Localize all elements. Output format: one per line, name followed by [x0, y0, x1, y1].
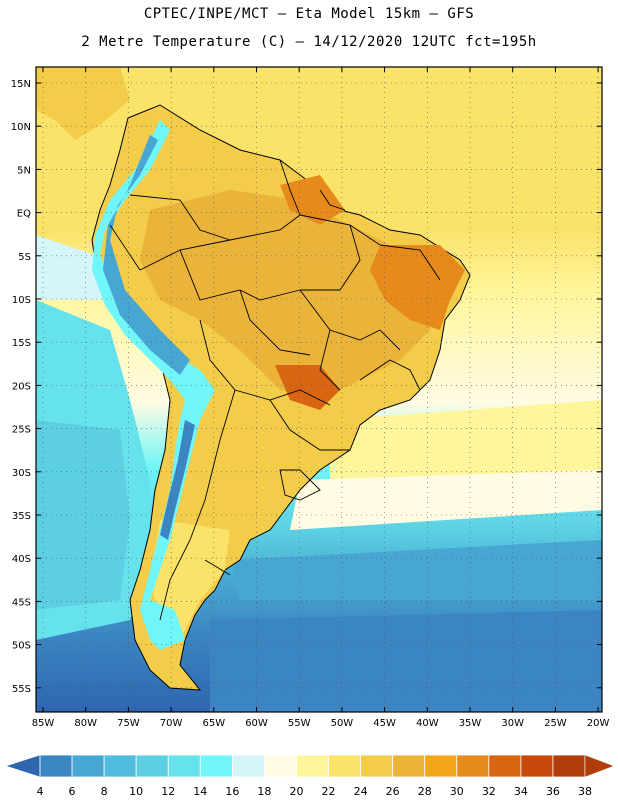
lon-label: 60W: [245, 718, 268, 729]
colorbar-swatch: [296, 754, 329, 778]
colorbar-label: 28: [418, 785, 432, 798]
colorbar-swatch: [360, 754, 394, 778]
colorbar-label: 32: [482, 785, 496, 798]
central-hot-region: [275, 365, 340, 410]
colorbar-low-arrow: [5, 754, 41, 778]
colorbar-label: 6: [69, 785, 76, 798]
lat-label: 35S: [12, 511, 31, 522]
lon-label: 80W: [74, 718, 97, 729]
atlantic-cold-band: [210, 610, 602, 712]
lon-label: 65W: [202, 718, 225, 729]
lat-label: 10N: [11, 122, 31, 133]
colorbar-high-arrow: [584, 754, 615, 778]
colorbar-label: 36: [546, 785, 560, 798]
chart-title-line1: CPTEC/INPE/MCT – Eta Model 15km – GFS: [143, 6, 475, 22]
colorbar-label: 22: [322, 785, 336, 798]
colorbar-label: 26: [386, 785, 400, 798]
chart-title-line2: 2 Metre Temperature (C) – 14/12/2020 12U…: [81, 34, 537, 50]
pacific-cold-water: [36, 420, 130, 610]
andes-cold-spine: [92, 120, 215, 650]
colorbar-label: 10: [129, 785, 143, 798]
colorbar-swatch: [456, 754, 490, 778]
lat-label: 15N: [11, 79, 31, 90]
axis-ticks: [36, 67, 602, 712]
pacific-upwelling: [36, 235, 110, 300]
colorbar-swatch: [199, 754, 233, 778]
lon-label: 40W: [416, 718, 439, 729]
lat-label: 10S: [12, 295, 31, 306]
lon-label: 55W: [288, 718, 311, 729]
colorbar-swatch: [552, 754, 586, 778]
lon-label: 70W: [160, 718, 183, 729]
lat-label: 30S: [12, 468, 31, 479]
lat-label: EQ: [17, 209, 31, 220]
country-borders: [109, 159, 441, 621]
lon-label: 35W: [459, 718, 482, 729]
lat-label: 55S: [12, 684, 31, 695]
lat-label: 45S: [12, 597, 31, 608]
colorbar-swatch: [264, 754, 297, 778]
colorbar-swatch: [488, 754, 522, 778]
andes-peaks: [103, 135, 190, 375]
lat-label: 25S: [12, 425, 31, 436]
colorbar-swatch: [392, 754, 426, 778]
colorbar-swatch: [424, 754, 458, 778]
colorbar-label: 12: [161, 785, 175, 798]
andes-south-peaks: [160, 420, 195, 540]
lat-label: 15S: [12, 338, 31, 349]
lon-label: 30W: [501, 718, 524, 729]
lat-label: 5S: [18, 252, 31, 263]
colorbar-label: 4: [37, 785, 44, 798]
colorbar-label: 24: [354, 785, 368, 798]
amazon-warm-region: [140, 190, 430, 400]
lon-label: 25W: [544, 718, 567, 729]
plot-frame: [35, 66, 603, 713]
colorbar-swatch: [328, 754, 361, 778]
atlantic-mild-band: [290, 470, 602, 530]
colorbar-swatch: [520, 754, 554, 778]
latitude-labels: 15N 10N 5N EQ 5S 10S 15S 20S 25S 30S 35S 40S 45S 50S 5…: [11, 79, 31, 695]
lon-label: 75W: [117, 718, 140, 729]
lon-label: 50W: [331, 718, 354, 729]
central-america-land: [36, 67, 130, 140]
colorbar-label: 20: [289, 785, 303, 798]
lat-label: 20S: [12, 381, 31, 392]
lon-label: 45W: [373, 718, 396, 729]
colorbar-swatch: [167, 754, 201, 778]
colorbar-label: 8: [101, 785, 108, 798]
lat-label: 40S: [12, 554, 31, 565]
lat-label: 5N: [17, 165, 31, 176]
colorbar-swatch: [103, 754, 137, 778]
northeast-hot-region: [370, 245, 465, 330]
colorbar-label: 16: [225, 785, 239, 798]
colorbar-swatch: [39, 754, 73, 778]
lon-label: 85W: [32, 718, 55, 729]
colorbar-swatch: [135, 754, 169, 778]
colorbar-label: 30: [450, 785, 464, 798]
colorbar-label: 18: [257, 785, 271, 798]
lon-label: 20W: [587, 718, 610, 729]
colorbar-label: 34: [514, 785, 528, 798]
lat-label: 50S: [12, 641, 31, 652]
longitude-labels: 85W 80W 75W 70W 65W 60W 55W 50W 45W 40W 35W 30W 25W 2…: [32, 718, 610, 729]
atlantic-cool-band: [230, 540, 602, 600]
colorbar-labels: 4 6 8 10 12 14 16 18 20 22 24 26 28 30 32 34 36 38: [37, 785, 593, 798]
colorbar-label: 38: [578, 785, 592, 798]
colorbar-swatch: [71, 754, 105, 778]
colorbar-swatch: [231, 754, 265, 778]
colorbar-label: 14: [193, 785, 207, 798]
atlantic-warm-band: [330, 400, 602, 480]
temperature-colorbar: [5, 754, 615, 778]
